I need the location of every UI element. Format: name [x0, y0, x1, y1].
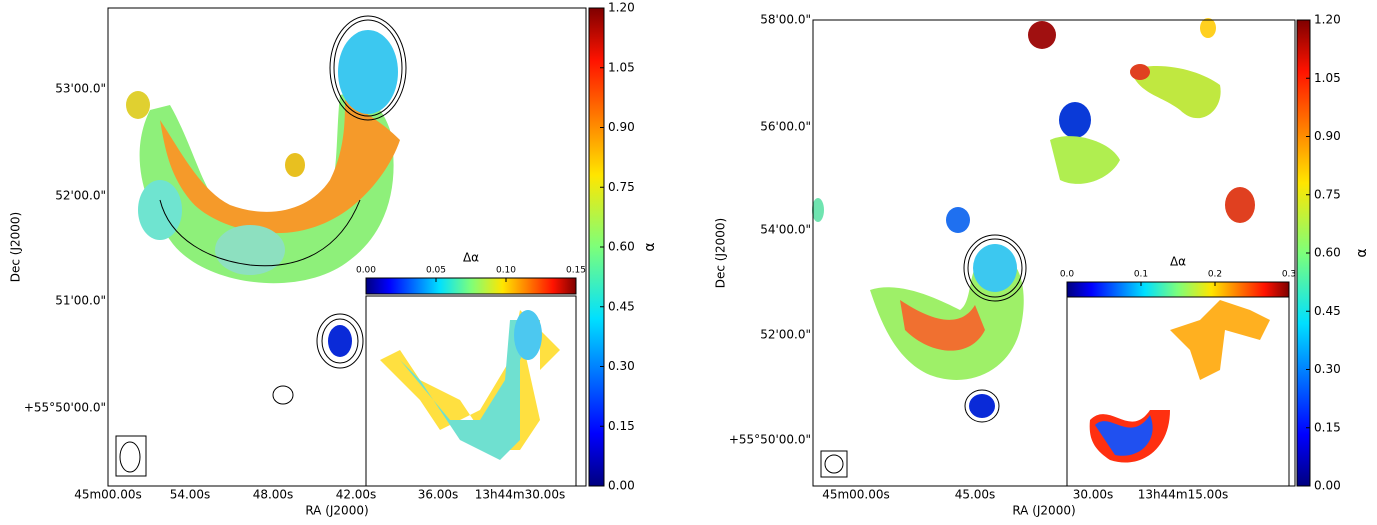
colorbar-tick-label: 0.75: [608, 180, 635, 194]
inset-colorbar-tick-label: 0.10: [496, 266, 516, 276]
y-tick-label: 52'00.0": [760, 328, 811, 342]
inset-colorbar: [365, 277, 577, 295]
inset-colorbar-tick-label: 0.1: [1134, 270, 1148, 280]
y-tick-label: +55°50'00.0": [24, 401, 106, 415]
emission: [272, 385, 294, 405]
colorbar-tick-label: 1.20: [1314, 13, 1341, 27]
x-tick-label: 42.00s: [336, 488, 377, 502]
emission: [1170, 300, 1270, 380]
inset-colorbar-tick-label: 0.05: [426, 266, 446, 276]
colorbar-tick-label: 0.30: [608, 359, 635, 373]
emission: [514, 310, 542, 360]
emission: [1130, 65, 1221, 119]
emission: [1225, 187, 1255, 223]
colorbar-tick-label: 0.90: [1314, 129, 1341, 143]
y-tick-label: 56'00.0": [760, 120, 811, 134]
colorbar-tick-label: 1.05: [1314, 71, 1341, 85]
emission: [159, 199, 361, 267]
colorbar-tick-label: 0.30: [1314, 362, 1341, 376]
y-tick-label: 54'00.0": [760, 223, 811, 237]
y-tick-label: 51'00.0": [55, 294, 106, 308]
x-tick-label: 54.00s: [170, 488, 211, 502]
emission: [967, 238, 1023, 298]
emission: [820, 450, 848, 478]
emission: [126, 91, 150, 119]
emission: [285, 153, 305, 177]
inset-colorbar-tick-label: 0.2: [1208, 270, 1222, 280]
x-axis-label: RA (J2000): [1012, 504, 1075, 518]
emission: [1095, 415, 1153, 456]
emission: [900, 300, 985, 351]
x-tick-label: 13h44m30.00s: [475, 488, 565, 502]
emission: [139, 93, 394, 284]
colorbar-tick-label: 0.90: [608, 120, 635, 134]
plot-frame: [107, 7, 587, 487]
emission: [333, 19, 403, 117]
colorbar-tick-label: 0.45: [1314, 304, 1341, 318]
colorbar-tick-label: 1.20: [608, 1, 635, 15]
x-tick-label: 45m00.00s: [822, 488, 890, 502]
x-tick-label: 45.00s: [955, 488, 996, 502]
emission: [1130, 64, 1150, 80]
emission: [812, 198, 824, 222]
colorbar-tick-label: 0.00: [1314, 479, 1341, 493]
emission: [328, 325, 352, 357]
colorbar-tick-label: 0.75: [1314, 187, 1341, 201]
x-tick-label: 36.00s: [418, 488, 459, 502]
inset-colorbar: [1066, 281, 1290, 298]
colorbar-tick-label: 0.60: [608, 240, 635, 254]
emission: [138, 180, 182, 240]
inset-frame: [365, 295, 577, 487]
x-tick-label: 45m00.00s: [74, 488, 142, 502]
colorbar-label: α: [1354, 248, 1370, 257]
y-tick-label: +55°50'00.0": [729, 433, 811, 447]
inset-colorbar-tick-label: 0.00: [356, 266, 376, 276]
emission: [1028, 21, 1056, 49]
x-tick-label: 48.00s: [253, 488, 294, 502]
y-axis-label: Dec (J2000): [714, 218, 728, 288]
colorbar-label: α: [642, 242, 658, 251]
emission: [973, 244, 1017, 292]
y-axis-label: Dec (J2000): [9, 212, 23, 282]
emission: [400, 320, 540, 460]
inset-colorbar-tick-label: 0.0: [1060, 270, 1075, 280]
emission: [119, 441, 141, 473]
colorbar-tick-label: 0.15: [1314, 420, 1341, 434]
colorbar-tick-label: 0.00: [608, 479, 635, 493]
emission: [946, 207, 970, 233]
x-axis-label: RA (J2000): [305, 504, 368, 518]
emission: [1200, 18, 1216, 38]
emission: [316, 313, 364, 369]
colorbar-tick-label: 0.60: [1314, 246, 1341, 260]
x-tick-label: 13h44m15.00s: [1138, 488, 1228, 502]
inset-colorbar-tick-label: 0.15: [566, 266, 586, 276]
inset-colorbar-tick-label: 0.3: [1282, 270, 1296, 280]
colorbar-tick-label: 0.15: [608, 419, 635, 433]
emission: [963, 234, 1027, 302]
emission: [964, 389, 1000, 423]
inset-colorbar-label: Δα: [463, 251, 479, 265]
colorbar-tick-label: 0.45: [608, 299, 635, 313]
emission: [1059, 102, 1091, 138]
emission: [1050, 136, 1120, 184]
x-tick-label: 30.00s: [1073, 488, 1114, 502]
emission: [321, 318, 359, 364]
emission: [338, 30, 398, 114]
emission: [215, 225, 285, 275]
y-tick-label: 53'00.0": [55, 82, 106, 96]
emission: [329, 15, 407, 121]
emission: [969, 394, 995, 418]
emission: [115, 435, 147, 477]
plot-frame: [812, 19, 1296, 487]
emission: [824, 454, 844, 474]
emission: [160, 100, 400, 234]
inset-colorbar-label: Δα: [1170, 255, 1186, 269]
colorbar-tick-label: 1.05: [608, 60, 635, 74]
y-tick-label: 58'00.0": [760, 13, 811, 27]
y-tick-label: 52'00.0": [55, 189, 106, 203]
